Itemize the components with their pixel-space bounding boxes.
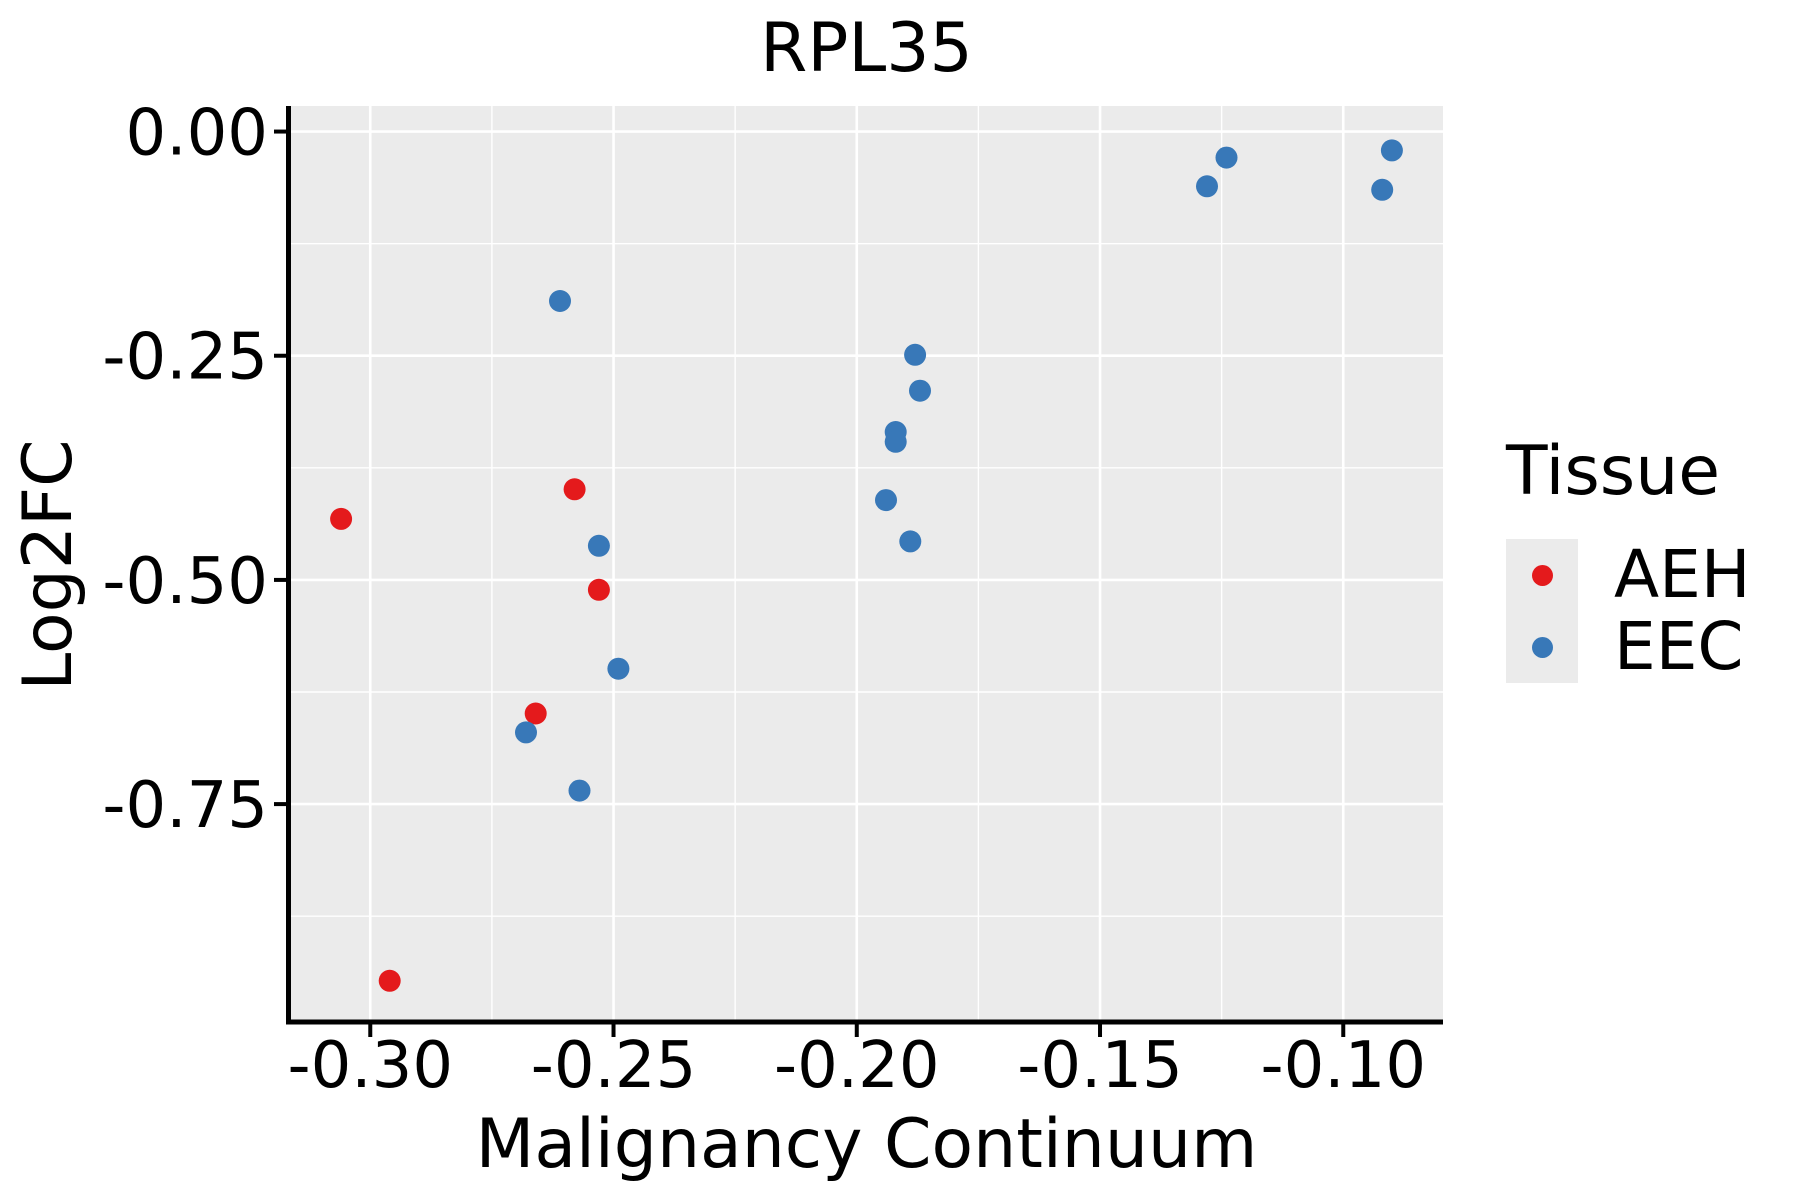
data-point-eec	[904, 343, 927, 366]
x-tick-label: -0.30	[287, 1029, 453, 1103]
data-point-eec	[607, 657, 630, 680]
data-point-aeh	[563, 478, 586, 501]
data-point-eec	[515, 721, 537, 744]
x-tick-label: -0.10	[1260, 1029, 1426, 1103]
data-point-eec	[549, 290, 571, 312]
y-tick-label: -0.25	[102, 321, 268, 395]
legend-item-aeh: AEH	[1506, 539, 1800, 611]
legend-items: AEH EEC	[1506, 539, 1800, 683]
y-tick-label: -0.50	[102, 545, 268, 619]
data-point-aeh	[587, 578, 610, 601]
data-point-eec	[909, 379, 931, 402]
legend-item-eec: EEC	[1506, 611, 1800, 683]
x-tick-label: -0.25	[531, 1029, 697, 1103]
data-point-eec	[1196, 175, 1218, 198]
chart-title: RPL35	[760, 9, 973, 88]
data-point-eec	[1371, 178, 1394, 201]
x-tick-label: -0.20	[774, 1029, 940, 1103]
legend: Tissue AEH EEC	[1506, 438, 1800, 683]
eec-dot-icon	[1531, 636, 1553, 658]
y-tick-label: 0.00	[126, 97, 269, 171]
data-point-eec	[568, 779, 591, 802]
data-point-aeh	[524, 702, 547, 725]
data-point-aeh	[378, 969, 401, 992]
data-point-eec	[899, 530, 922, 553]
y-axis-title: Log2FC	[9, 439, 88, 691]
y-tick-label: -0.75	[102, 769, 268, 843]
legend-key-eec	[1506, 611, 1578, 683]
panel-background	[290, 106, 1443, 1022]
data-point-eec	[875, 489, 897, 512]
data-point-aeh	[330, 507, 353, 530]
x-axis-title: Malignancy Continuum	[475, 1105, 1258, 1184]
data-point-eec	[1215, 146, 1238, 169]
legend-label-eec: EEC	[1614, 608, 1744, 685]
x-tick-label: -0.15	[1017, 1029, 1183, 1103]
legend-key-aeh	[1506, 539, 1578, 611]
legend-title: Tissue	[1506, 432, 1721, 511]
legend-label-aeh: AEH	[1614, 536, 1751, 613]
aeh-dot-icon	[1531, 564, 1553, 586]
data-point-eec	[587, 534, 610, 557]
data-point-eec	[1380, 139, 1403, 162]
data-point-eec	[884, 430, 907, 453]
